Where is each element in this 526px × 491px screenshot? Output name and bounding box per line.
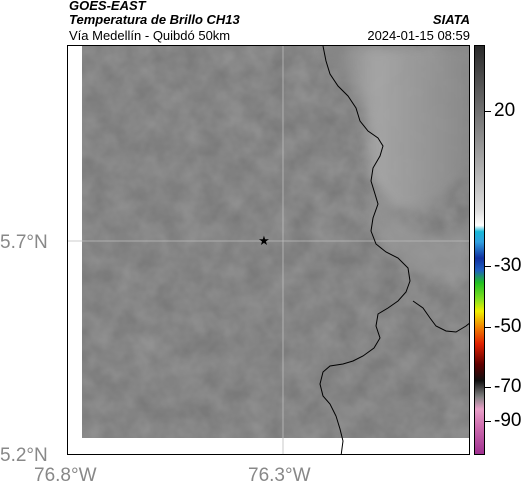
satellite-image: ★ bbox=[68, 46, 469, 454]
mountain-region bbox=[323, 46, 469, 212]
map-panel: ★ bbox=[67, 45, 470, 455]
lat-label-5-2: 5.2°N bbox=[0, 445, 48, 466]
satellite-source: GOES-EAST bbox=[69, 0, 146, 13]
colorbar-label: -70 bbox=[494, 376, 522, 397]
colorbar-label: -90 bbox=[494, 410, 522, 431]
product-title: Temperatura de Brillo CH13 bbox=[69, 12, 240, 27]
colorbar-tick bbox=[485, 327, 491, 328]
colorbar-tick bbox=[485, 111, 491, 112]
lat-label-5-7: 5.7°N bbox=[0, 232, 48, 253]
colorbar-tick bbox=[485, 421, 491, 422]
colorbar-tick bbox=[485, 387, 491, 388]
lon-label-76-3: 76.3°W bbox=[248, 465, 311, 486]
colorbar bbox=[474, 45, 485, 455]
mountain-region-south bbox=[368, 186, 469, 281]
boundary-line-east bbox=[412, 300, 469, 333]
lon-label-76-8: 76.8°W bbox=[34, 465, 97, 486]
colorbar-label: -30 bbox=[494, 255, 522, 276]
organization-label: SIATA bbox=[432, 12, 470, 27]
boundary-line bbox=[319, 46, 411, 454]
star-icon: ★ bbox=[258, 234, 270, 249]
timestamp: 2024-01-15 08:59 bbox=[367, 28, 470, 43]
region-label: Vía Medellín - Quibdó 50km bbox=[69, 28, 231, 43]
colorbar-label: -50 bbox=[494, 316, 522, 337]
colorbar-label: 20 bbox=[494, 100, 516, 121]
colorbar-tick bbox=[485, 266, 491, 267]
